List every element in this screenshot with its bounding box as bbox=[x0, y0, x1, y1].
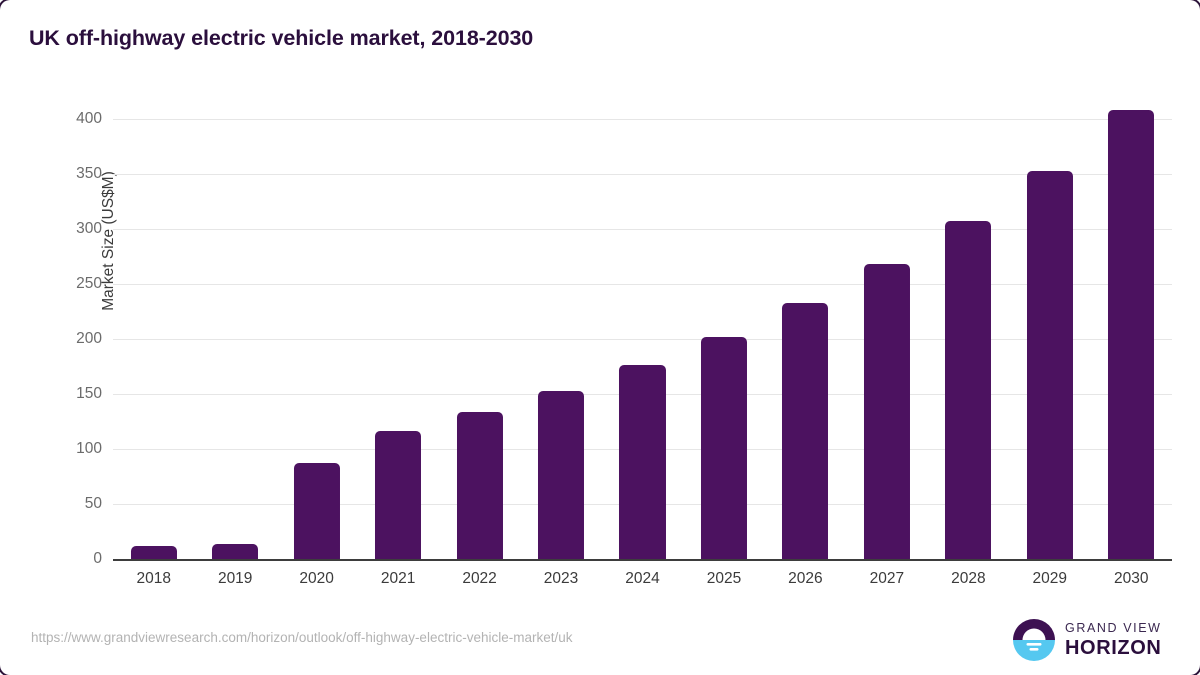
x-axis-tick-label: 2025 bbox=[706, 570, 742, 587]
bar-slot bbox=[194, 110, 275, 559]
x-axis-tick-label: 2024 bbox=[625, 570, 660, 587]
y-axis-tick-label: 300 bbox=[76, 220, 102, 237]
bar-slot bbox=[602, 110, 683, 559]
bar[interactable] bbox=[212, 543, 259, 559]
bar-slot bbox=[357, 110, 438, 559]
bar-slot bbox=[113, 110, 194, 559]
bar[interactable] bbox=[130, 545, 177, 559]
gridline bbox=[113, 174, 1172, 175]
brand-name-line-2: HORIZON bbox=[1065, 636, 1162, 659]
bar[interactable] bbox=[375, 431, 422, 559]
bar-slot bbox=[765, 110, 846, 559]
bar[interactable] bbox=[1108, 110, 1155, 559]
x-axis-tick-label: 2019 bbox=[217, 570, 253, 587]
bar[interactable] bbox=[1026, 170, 1073, 559]
bar-series bbox=[113, 110, 1172, 559]
bar[interactable] bbox=[863, 264, 910, 559]
bar-slot bbox=[520, 110, 601, 559]
bar[interactable] bbox=[456, 411, 503, 559]
x-axis-tick-label: 2021 bbox=[380, 570, 416, 587]
bar[interactable] bbox=[293, 463, 340, 559]
y-axis-tick-label: 150 bbox=[76, 385, 102, 402]
gridline bbox=[113, 284, 1172, 285]
y-axis-tick-label: 250 bbox=[76, 275, 102, 292]
bar-slot bbox=[276, 110, 357, 559]
y-axis-tick-label: 50 bbox=[84, 495, 102, 512]
x-axis-tick-label: 2028 bbox=[951, 570, 986, 587]
bar-slot bbox=[1091, 110, 1172, 559]
brand-logo: GRAND VIEW HORIZON bbox=[1012, 617, 1172, 663]
x-axis-tick-label: 2030 bbox=[1114, 570, 1149, 587]
bar-slot bbox=[1009, 110, 1090, 559]
x-axis-tick-label: 2023 bbox=[543, 570, 579, 587]
x-axis-tick-label: 2029 bbox=[1032, 570, 1068, 587]
bar[interactable] bbox=[782, 302, 829, 559]
x-axis-tick-label: 2022 bbox=[462, 570, 497, 587]
y-axis-tick-labels: 0 50 100 150 200 250 300 350 400 bbox=[40, 110, 102, 567]
bar-slot bbox=[439, 110, 520, 559]
gridline bbox=[113, 119, 1172, 120]
x-axis-tick-label: 2027 bbox=[869, 570, 905, 587]
bar[interactable] bbox=[538, 390, 585, 559]
horizon-logo-icon bbox=[1013, 619, 1055, 661]
bar[interactable] bbox=[619, 365, 666, 559]
brand-logo-text: GRAND VIEW HORIZON bbox=[1065, 622, 1162, 658]
x-axis-tick-label: 2026 bbox=[788, 570, 823, 587]
y-axis-tick-label: 0 bbox=[93, 550, 102, 567]
y-axis-tick-label: 100 bbox=[76, 440, 102, 457]
x-axis-tick-labels: 2018 2019 2020 2021 2022 2023 2024 2025 2026 2027… bbox=[113, 570, 1172, 594]
bar[interactable] bbox=[945, 221, 992, 559]
bar[interactable] bbox=[700, 336, 747, 559]
x-axis-line bbox=[113, 559, 1172, 561]
y-axis-tick-label: 200 bbox=[76, 330, 102, 347]
y-axis-tick-label: 400 bbox=[76, 110, 102, 127]
bar-slot bbox=[683, 110, 764, 559]
page-title: UK off-highway electric vehicle market, … bbox=[29, 26, 534, 50]
gridline bbox=[113, 339, 1172, 340]
bar-slot bbox=[928, 110, 1009, 559]
x-axis-tick-label: 2020 bbox=[299, 570, 334, 587]
x-axis-tick-label: 2018 bbox=[136, 570, 171, 587]
brand-name-line-1: GRAND VIEW bbox=[1065, 621, 1162, 636]
gridline bbox=[113, 229, 1172, 230]
source-url[interactable]: https://www.grandviewresearch.com/horizo… bbox=[31, 630, 573, 645]
bar-slot bbox=[846, 110, 927, 559]
y-axis-tick-label: 350 bbox=[76, 165, 102, 182]
